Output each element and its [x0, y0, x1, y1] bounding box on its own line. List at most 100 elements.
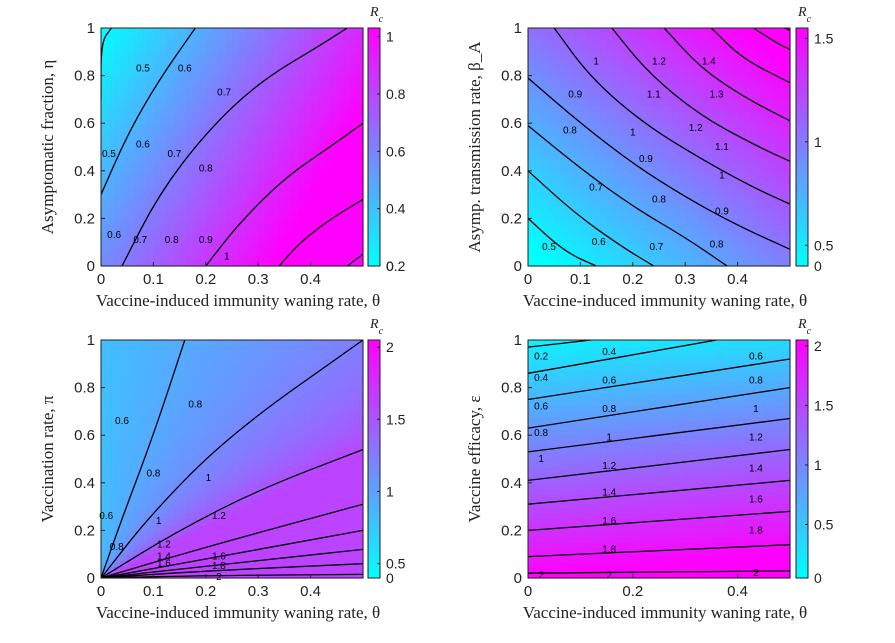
heat-cell [290, 33, 299, 41]
heat-cell [310, 147, 318, 154]
heat-cell [560, 260, 568, 267]
heat-cell [258, 459, 266, 466]
heat-cell [153, 375, 161, 383]
heat-cell [554, 176, 562, 184]
heat-cell [258, 188, 266, 196]
heat-cell [541, 87, 549, 95]
heat-cell [685, 212, 693, 219]
heat-cell [173, 33, 181, 41]
heat-cell [336, 423, 344, 430]
heat-cell [179, 482, 187, 490]
heat-cell [580, 75, 588, 83]
heat-cell [343, 230, 351, 237]
y-tick-label: 0.2 [74, 210, 95, 227]
heat-cell [691, 111, 699, 118]
heat-cell [691, 188, 699, 196]
heat-cell [166, 164, 174, 172]
heat-cell [580, 33, 588, 41]
heat-cell [724, 75, 732, 83]
heat-cell [698, 200, 706, 208]
heat-cell [336, 141, 344, 148]
heat-cell [127, 411, 135, 418]
heat-cell [186, 536, 194, 543]
heat-cell [541, 194, 549, 202]
heat-cell [600, 99, 608, 106]
heat-cell [645, 147, 654, 154]
heat-cell [192, 248, 200, 255]
heat-cell [173, 494, 181, 502]
heat-cell [672, 51, 680, 59]
heat-cell [127, 560, 135, 567]
heat-cell [757, 51, 765, 59]
heat-cell [711, 69, 719, 77]
heat-cell [140, 75, 148, 83]
heat-cell [271, 230, 279, 237]
heat-cell [264, 129, 272, 136]
heat-cell [101, 369, 109, 377]
heat-cell [258, 152, 266, 160]
heat-cell [547, 28, 555, 35]
heat-cell [120, 340, 128, 347]
heat-cell [639, 87, 647, 95]
heat-cell [127, 470, 135, 478]
heat-cell [567, 170, 575, 178]
heat-cell [356, 117, 364, 124]
heat-cell [297, 129, 305, 136]
heat-cell [750, 45, 758, 53]
heat-cell [783, 123, 791, 130]
heat-cell [159, 158, 168, 166]
contour-lines [101, 340, 363, 578]
heat-cell [323, 399, 331, 407]
heat-cell [613, 28, 621, 35]
heat-cell [258, 423, 266, 430]
heat-cell [606, 105, 614, 112]
heat-cell [238, 345, 246, 353]
heat-cell [120, 129, 128, 136]
heat-cell [120, 512, 128, 520]
heat-cell [225, 363, 233, 371]
heat-cell [310, 87, 318, 95]
heat-cell [140, 170, 148, 178]
heat-cell [711, 93, 719, 100]
heat-cell [297, 542, 305, 549]
heat-cell [317, 381, 325, 389]
heat-cell [264, 105, 272, 112]
heat-cell [205, 411, 213, 418]
heat-cell [356, 242, 364, 249]
heat-cell [776, 176, 785, 184]
heat-cell [179, 176, 187, 184]
heat-cell [776, 63, 785, 71]
heat-cell [750, 254, 758, 261]
heat-cell [554, 45, 562, 53]
heat-cell [560, 63, 568, 71]
heat-cell [173, 230, 181, 237]
heat-cell [114, 518, 122, 526]
heat-cell [659, 248, 667, 255]
heat-cell [750, 135, 758, 142]
heat-cell [186, 152, 194, 160]
heat-cell [731, 147, 739, 154]
heat-cell [173, 405, 181, 412]
heat-cell [750, 69, 758, 77]
heat-cell [225, 470, 233, 478]
heat-cell [567, 188, 575, 196]
heat-cell [632, 75, 640, 83]
heat-cell [317, 435, 325, 442]
heat-cell [534, 63, 542, 71]
heat-cell [580, 248, 588, 255]
heat-cell [317, 345, 325, 353]
heat-cell [330, 423, 338, 430]
heat-cell [573, 141, 581, 148]
heat-cell [159, 405, 168, 412]
heat-cell [698, 242, 706, 249]
heat-cell [336, 441, 344, 448]
heat-cell [290, 375, 299, 383]
heat-cell [297, 375, 305, 383]
heat-cell [783, 248, 791, 255]
contour-line-1.1 [663, 28, 790, 122]
heat-cell [770, 117, 778, 124]
heat-cell [659, 111, 667, 118]
heat-cell [698, 129, 706, 136]
heat-cell [724, 164, 732, 172]
heat-cell [600, 81, 608, 89]
